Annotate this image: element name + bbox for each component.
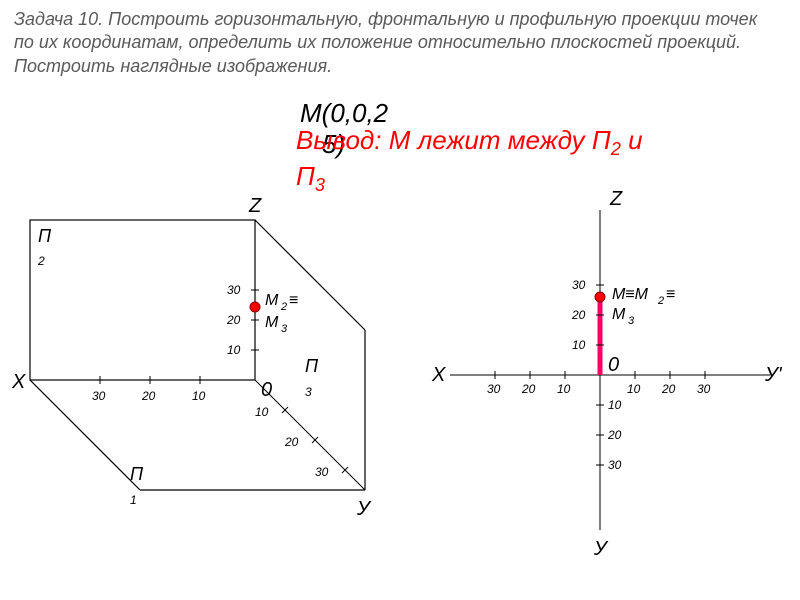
svg-text:У: У	[356, 498, 372, 520]
svg-text:10: 10	[572, 338, 586, 352]
svg-text:10: 10	[608, 398, 622, 412]
svg-text:20: 20	[284, 435, 299, 449]
svg-text:П: П	[38, 226, 52, 246]
svg-text:М: М	[265, 314, 279, 331]
axonometric-diagram: 102030102030102030ZXУ0П2П3П1М2≡М3	[10, 190, 400, 590]
svg-text:У': У'	[764, 364, 783, 386]
svg-text:У: У	[593, 538, 609, 560]
svg-text:X: X	[431, 364, 446, 386]
svg-text:20: 20	[571, 308, 586, 322]
svg-text:≡: ≡	[289, 292, 298, 309]
svg-text:30: 30	[697, 382, 711, 396]
svg-text:10: 10	[227, 343, 241, 357]
conclusion-part1: Вывод: М лежит между П	[296, 125, 611, 155]
conclusion-part2: П	[296, 161, 315, 191]
svg-text:1: 1	[130, 493, 137, 507]
conclusion-mid: и	[621, 125, 643, 155]
svg-text:М≡М: М≡М	[612, 286, 649, 303]
svg-text:Z: Z	[248, 195, 262, 217]
svg-text:М: М	[612, 306, 626, 323]
svg-text:0: 0	[261, 379, 272, 401]
svg-text:М: М	[265, 292, 279, 309]
svg-text:20: 20	[607, 428, 622, 442]
svg-text:3: 3	[281, 323, 288, 335]
svg-text:П: П	[130, 464, 144, 484]
epure-diagram: 10 20 30 10 20 30 10 20 30 10 20 30 Z X У' У 0 М≡М 2≡ М3	[420, 170, 790, 590]
svg-text:20: 20	[226, 313, 241, 327]
svg-text:2: 2	[37, 254, 45, 268]
svg-text:≡: ≡	[666, 286, 675, 303]
svg-text:2: 2	[657, 295, 664, 307]
svg-text:X: X	[11, 371, 26, 393]
svg-text:20: 20	[141, 389, 156, 403]
svg-text:20: 20	[661, 382, 676, 396]
svg-text:20: 20	[521, 382, 536, 396]
svg-text:10: 10	[557, 382, 571, 396]
point-line1: М(0,0,2	[300, 98, 388, 128]
svg-text:30: 30	[92, 389, 106, 403]
svg-text:П: П	[305, 356, 319, 376]
svg-text:30: 30	[572, 278, 586, 292]
svg-text:30: 30	[487, 382, 501, 396]
svg-text:10: 10	[627, 382, 641, 396]
svg-text:30: 30	[608, 458, 622, 472]
svg-text:3: 3	[628, 315, 635, 327]
svg-text:0: 0	[608, 354, 619, 376]
task-text: Задача 10. Построить горизонтальную, фро…	[14, 8, 774, 78]
svg-text:Z: Z	[609, 188, 623, 210]
conclusion-sub1: 2	[611, 139, 621, 159]
svg-text:30: 30	[227, 283, 241, 297]
svg-text:2: 2	[280, 301, 287, 313]
svg-text:10: 10	[192, 389, 206, 403]
svg-text:30: 30	[315, 465, 329, 479]
svg-text:10: 10	[255, 405, 269, 419]
svg-text:3: 3	[305, 385, 312, 399]
